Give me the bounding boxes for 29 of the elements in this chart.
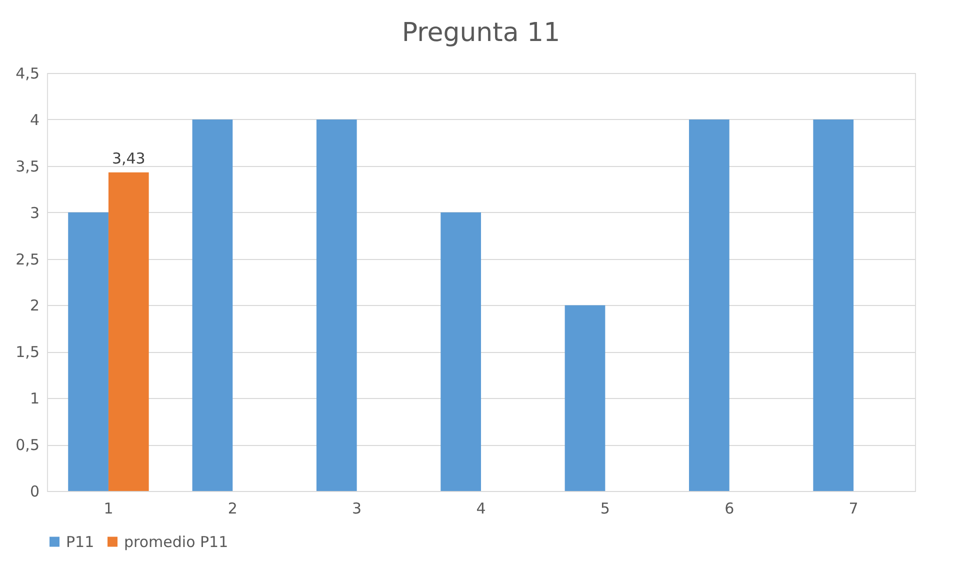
y-tick-label: 4,5 [16, 64, 40, 82]
x-tick-label: 1 [104, 500, 114, 518]
y-tick-label: 3 [30, 204, 40, 222]
bar [108, 172, 149, 491]
bar [192, 119, 233, 491]
y-tick-label: 4 [30, 110, 40, 129]
bar [68, 212, 108, 491]
data-label: 3,43 [112, 149, 146, 168]
y-tick-label: 3,5 [16, 157, 40, 176]
x-tick-label: 6 [724, 500, 734, 518]
y-tick-label: 1 [30, 390, 40, 408]
bar [564, 305, 606, 491]
x-tick-label: 2 [228, 500, 238, 518]
x-tick-label: 3 [352, 500, 362, 518]
y-tick-label: 2 [30, 296, 40, 315]
chart-title: Pregunta 11 [402, 18, 560, 48]
legend-label: P11 [66, 532, 94, 551]
legend-label: promedio P11 [124, 532, 228, 551]
x-tick-label: 5 [600, 500, 610, 518]
x-tick-label: 7 [848, 500, 858, 518]
y-tick-label: 0,5 [16, 436, 40, 454]
y-tick-label: 1,5 [16, 343, 40, 362]
bar [316, 119, 357, 491]
bar [813, 119, 854, 491]
bar [440, 212, 481, 491]
x-tick-label: 4 [476, 500, 486, 518]
y-tick-label: 0 [30, 482, 40, 500]
bar [688, 119, 730, 491]
y-tick-label: 2,5 [16, 250, 40, 268]
